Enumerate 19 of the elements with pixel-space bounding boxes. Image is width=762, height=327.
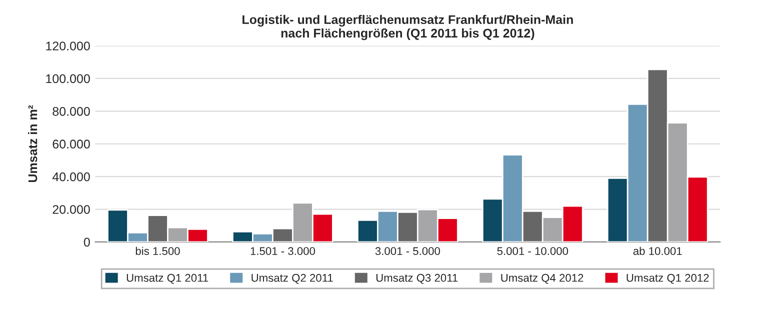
x-tick-label: bis 1.500 <box>136 246 180 256</box>
legend-label: Umsatz Q1 2011 <box>126 274 208 284</box>
x-tick-label: 1.501 - 3.000 <box>250 247 316 256</box>
legend-label: Umsatz Q1 2012 <box>626 274 709 284</box>
x-tick-label: 5.001 - 10.000 <box>497 247 568 256</box>
y-axis-title: Umsatz in m² <box>28 105 38 182</box>
y-tick-label: 120.000 <box>46 42 90 50</box>
legend-label: Umsatz Q2 2011 <box>252 274 333 284</box>
chart-title: Logistik- und Lagerflächenumsatz Frankfurt/Rhein-Main nach Flächengrößen (Q1 2011 bis Q1 2012) <box>242 14 573 40</box>
y-tick-label: 20.000 <box>52 205 90 214</box>
y-tick-label: 60.000 <box>52 140 90 149</box>
legend-label: Umsatz Q4 2012 <box>501 274 584 284</box>
y-tick-label: 40.000 <box>52 172 90 182</box>
y-tick-label: 0 <box>84 238 90 247</box>
legend-label: Umsatz Q3 2011 <box>376 274 458 284</box>
x-tick-label: 3.001 - 5.000 <box>375 247 440 256</box>
y-tick-label: 100.000 <box>46 74 90 84</box>
x-tick-label: ab 10.001 <box>633 246 682 256</box>
y-tick-label: 80.000 <box>52 106 90 116</box>
